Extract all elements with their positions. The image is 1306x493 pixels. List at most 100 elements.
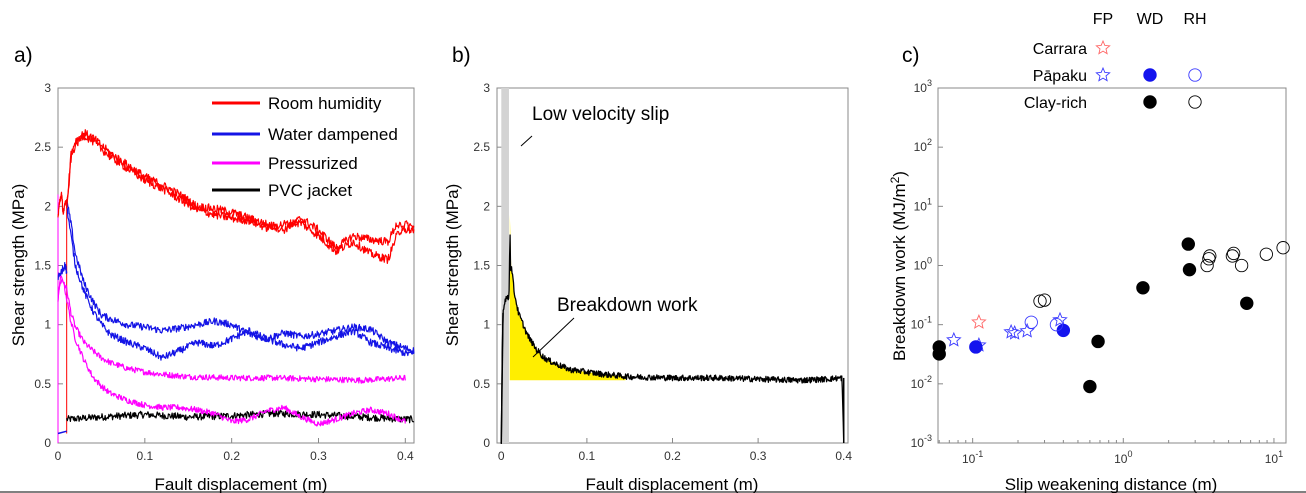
panel-c-ytick-label: 10-2 [911, 374, 932, 391]
panel-a-ytick-label: 1.5 [34, 259, 51, 273]
point-p-paku-wd [969, 340, 983, 354]
panel-b-axes-box [496, 87, 849, 444]
panel-b-plot-area: 0 0.1 0.2 0.3 0.4 0 0.5 1 1.5 2 2.5 3 [473, 81, 852, 463]
point-clay-rich-rh [1200, 258, 1214, 273]
panel-a-ytick-label: 3 [44, 81, 51, 95]
panel-a-plot-area: 0 0.1 0.2 0.3 0.4 0 0.5 1 1.5 2 2.5 3 [34, 81, 415, 463]
point-clay-rich-rh [1033, 294, 1047, 308]
series-onset-rise [500, 312, 504, 444]
series-pressurized-run-1 [57, 278, 406, 384]
legend-marker-clay-rh [1188, 95, 1202, 109]
point-p-paku-fp [1019, 322, 1035, 338]
panel-b-ytick-label: 2 [483, 199, 490, 213]
low-velocity-slip-band [501, 88, 509, 443]
panel-a-xlabel: Fault displacement (m) [155, 475, 328, 493]
breakdown-work-area [509, 214, 626, 381]
annotation-low-velocity-slip: Low velocity slip [532, 104, 669, 125]
point-p-paku-fp [1052, 311, 1068, 327]
panel-c-legend-markers [1095, 39, 1202, 109]
series-room-humidity-run-2 [66, 132, 415, 265]
panel-c-ytick-label: 102 [914, 137, 932, 154]
point-clay-rich-rh [1203, 249, 1217, 263]
annotation-breakdown-work: Breakdown work [557, 295, 698, 316]
panel-c-letter: c) [902, 44, 920, 67]
point-clay-rich-wd [1240, 296, 1254, 310]
panel-b-ytick-label: 0.5 [473, 377, 490, 391]
panel-a-ytick-label: 0 [44, 436, 51, 450]
point-clay-rich-wd [932, 340, 946, 354]
panel-a-xtick-label: 0.3 [310, 449, 327, 463]
panel-b-ytick-label: 0 [483, 436, 490, 450]
panel-b-ytick-label: 2.5 [473, 140, 490, 154]
legend-header-fp: FP [1093, 11, 1113, 28]
legend-marker-papaku-fp [1095, 66, 1111, 82]
panel-a-ytick-label: 2 [44, 199, 51, 213]
legend-label-pressurized: Pressurized [268, 154, 358, 173]
panel-b-xtick-label: 0.2 [664, 449, 681, 463]
point-p-paku-rh [1024, 315, 1038, 329]
point-clay-rich-rh [1037, 293, 1052, 307]
panel-c-axes-box [937, 87, 1287, 444]
legend-marker-clay-wd [1143, 95, 1157, 109]
panel-b-xtick-label: 0.4 [835, 449, 852, 463]
annotation-low-velocity-leader [520, 135, 533, 147]
panel-c-ytick-label: 10-3 [911, 433, 932, 450]
legend-row-papaku: Pāpaku [1033, 68, 1087, 85]
legend-label-pvc-jacket: PVC jacket [268, 181, 352, 200]
panel-b-ytick-label: 1.5 [473, 259, 490, 273]
legend-header-rh: RH [1183, 11, 1206, 28]
legend-marker-papaku-rh [1188, 68, 1202, 82]
legend-label-room-humidity: Room humidity [268, 94, 382, 113]
series-water-dampened-run-2 [66, 206, 415, 361]
panel-c-xtick-label: 10-1 [962, 449, 983, 466]
panel-c-ytick-label: 101 [914, 196, 932, 213]
series-room-humidity-run-3 [57, 191, 68, 218]
panel-c-ylabel: Breakdown work (MJ/m2) [888, 171, 909, 361]
legend-header-wd: WD [1137, 11, 1164, 28]
panel-b-xlabel: Fault displacement (m) [586, 475, 759, 493]
panel-b-ytick-label: 3 [483, 81, 490, 95]
series-pvc-jacket-run-1 [66, 409, 415, 424]
panel-a-legend: Room humidity Water dampened Pressurized… [212, 94, 398, 200]
panel-a-ytick-label: 1 [44, 318, 51, 332]
panel-b-breakdown-work: b) 0 0.1 0.2 0.3 0.4 0 0.5 1 1.5 2 2.5 3 Fault disp… [443, 44, 852, 493]
panel-b-xtick-label: 0 [498, 449, 505, 463]
panel-a-xtick-label: 0.1 [136, 449, 153, 463]
point-p-paku-fp [946, 331, 962, 347]
panel-c-xtick-label: 100 [1114, 449, 1132, 466]
point-clay-rich-rh [1225, 249, 1240, 263]
panel-c-plot-area: 10-1 100 101 10-3 10-2 10-1 100 101 102 103 [911, 78, 1290, 466]
panel-c-legend: FP WD RH Carrara Pāpaku Clay-rich [1024, 11, 1207, 112]
panel-a-ytick-label: 0.5 [34, 377, 51, 391]
series-water-dampened-run-3 [57, 262, 68, 281]
point-p-paku-rh [1049, 318, 1064, 332]
point-clay-rich-wd [1182, 262, 1197, 277]
point-clay-rich-rh [1276, 241, 1290, 255]
series-pressurized-run-2 [57, 275, 406, 427]
panel-a-letter: a) [14, 44, 33, 67]
point-p-paku-fp [1006, 324, 1023, 340]
panel-b-ylabel: Shear strength (MPa) [443, 184, 462, 347]
panel-b-ytick-label: 1 [483, 318, 490, 332]
panel-b-letter: b) [452, 44, 471, 67]
panel-b-xtick-label: 0.3 [750, 449, 767, 463]
panel-a-ylabel: Shear strength (MPa) [9, 184, 28, 347]
point-clay-rich-rh [1234, 258, 1249, 273]
panel-a-shear-vs-displacement: a) 0 0.1 0.2 0.3 0.4 0 0.5 1 1.5 2 2.5 3 Fault disp… [9, 44, 415, 493]
panel-c-ytick-label: 10-1 [911, 315, 932, 332]
panel-c-xlabel: Slip weakening distance (m) [1005, 475, 1218, 493]
legend-row-clay-rich: Clay-rich [1024, 95, 1087, 112]
panel-c-ytick-label: 100 [914, 256, 932, 273]
annotation-breakdown-leader [532, 317, 575, 358]
point-clay-rich-wd [1136, 281, 1150, 295]
point-clay-rich-rh [1259, 247, 1273, 261]
point-carrara-fp [971, 314, 987, 329]
legend-row-carrara: Carrara [1033, 41, 1087, 58]
panel-c-breakdown-vs-slip-distance: c) 10-1 100 101 10-3 10-2 10-1 100 101 102 103 Sl… [888, 11, 1290, 493]
panel-b-xtick-label: 0.1 [579, 449, 596, 463]
point-clay-rich-wd [1181, 237, 1195, 251]
panel-a-xtick-label: 0.2 [223, 449, 240, 463]
point-clay-rich-rh [1226, 246, 1241, 261]
legend-marker-carrara-fp [1095, 39, 1111, 55]
